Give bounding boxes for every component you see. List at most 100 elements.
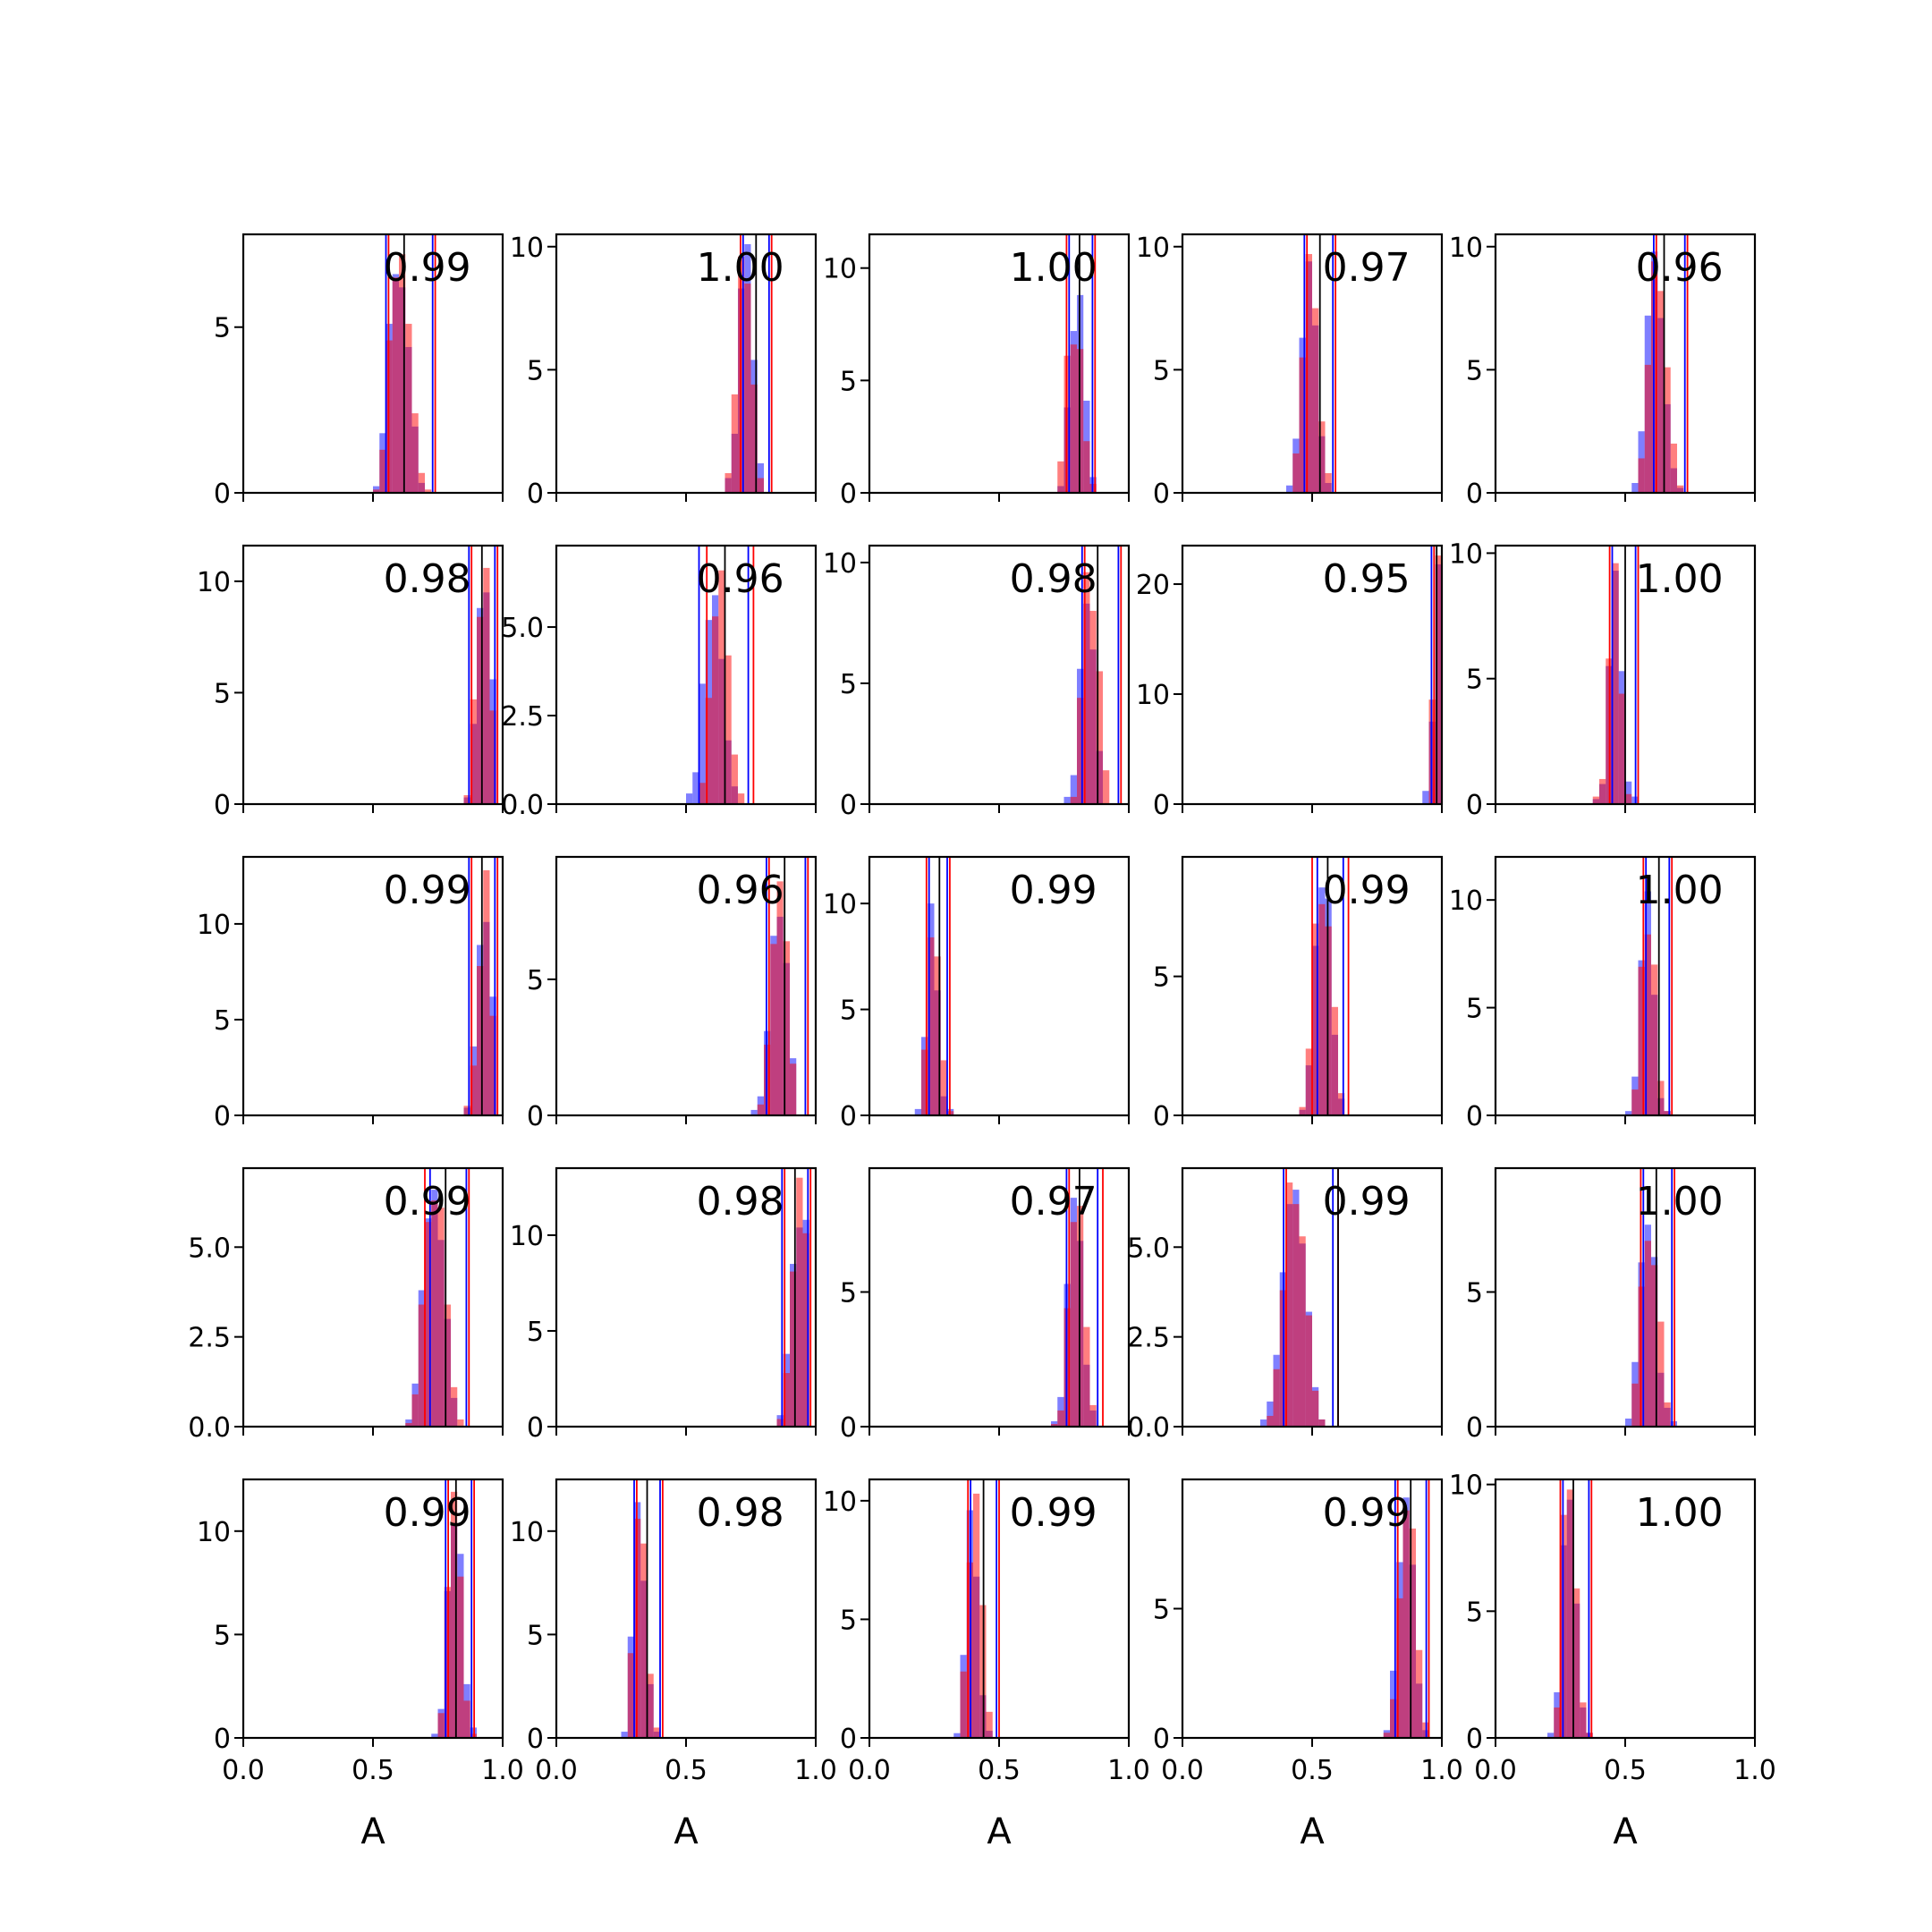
red-histogram-bar <box>712 616 719 804</box>
red-histogram-bar <box>425 489 432 493</box>
red-histogram-bar <box>457 1419 464 1427</box>
red-histogram-bar <box>405 1422 412 1427</box>
red-histogram-bar <box>718 570 725 804</box>
blue-histogram-bar <box>1260 1419 1267 1427</box>
blue-histogram-bar <box>1422 791 1429 804</box>
red-histogram-bar <box>1089 1404 1097 1427</box>
red-histogram-bar <box>973 1493 980 1738</box>
annotation-label: 0.99 <box>384 245 471 291</box>
red-histogram-bar <box>1051 1423 1058 1427</box>
x-tick-label: 0.0 <box>1474 1755 1517 1786</box>
y-tick-label: 5 <box>840 1605 857 1636</box>
y-tick-label: 5 <box>214 678 231 709</box>
red-histogram-bar <box>1416 1649 1423 1738</box>
subplot-plot-area <box>724 234 773 493</box>
subplot-plot-area <box>1383 1479 1430 1738</box>
subplot-4-1: 0 5 10 0.0 0.5 1.0 A 0.98 <box>510 1478 837 1852</box>
y-tick-label: 10 <box>823 254 857 285</box>
red-histogram-bar <box>463 1106 470 1115</box>
red-histogram-bar <box>1312 308 1319 493</box>
annotation-label: 0.99 <box>384 1179 471 1224</box>
y-tick-label: 0 <box>527 1101 544 1132</box>
x-tick-label: 1.0 <box>481 1755 524 1786</box>
y-tick-label: 0 <box>527 479 544 510</box>
y-tick-label: 0 <box>214 479 231 510</box>
red-histogram-bar <box>802 1233 809 1427</box>
red-histogram-bar <box>483 567 490 804</box>
subplot-1-3: 0 10 20 0.95 <box>1136 544 1444 821</box>
red-histogram-bar <box>1664 1402 1671 1427</box>
blue-histogram-bar <box>1286 485 1293 493</box>
x-axis-label: A <box>987 1811 1012 1852</box>
annotation-label: 0.99 <box>1010 1490 1097 1536</box>
red-histogram-bar <box>1592 796 1599 804</box>
y-tick-label: 0 <box>1466 1724 1483 1755</box>
y-tick-label: 10 <box>197 1517 231 1548</box>
red-histogram-bar <box>1677 485 1684 493</box>
red-histogram-bar <box>653 1727 660 1738</box>
red-histogram-bar <box>1070 1222 1077 1427</box>
y-tick-label: 0.0 <box>188 1412 231 1444</box>
subplot-3-4: 051.00 <box>1466 1166 1757 1444</box>
red-histogram-bar <box>1657 1321 1665 1427</box>
red-histogram-bar <box>1631 1383 1639 1427</box>
red-histogram-bar <box>796 1177 803 1427</box>
subplot-4-4: 0 5 10 0.0 0.5 1.0 A 1.00 <box>1449 1470 1776 1852</box>
blue-histogram-bar <box>431 1733 438 1738</box>
red-histogram-bar <box>463 795 470 804</box>
x-tick-label: 0.0 <box>1161 1755 1204 1786</box>
x-tick-label: 0.5 <box>352 1755 394 1786</box>
red-histogram-bar <box>1664 367 1671 493</box>
red-histogram-bar <box>699 783 706 804</box>
subplot-2-0: 0 5 10 0.99 <box>197 855 504 1132</box>
red-histogram-bar <box>1644 364 1651 493</box>
y-tick-label: 0 <box>1153 479 1170 510</box>
y-tick-label: 5 <box>1153 1595 1170 1626</box>
red-histogram-bar <box>783 941 790 1115</box>
red-histogram-bar <box>1402 1510 1410 1738</box>
y-tick-label: 10 <box>197 567 231 598</box>
y-tick-label: 0 <box>1466 790 1483 821</box>
red-histogram-bar <box>1292 1204 1300 1427</box>
y-tick-label: 5 <box>527 965 544 996</box>
red-histogram-bar <box>451 1491 458 1738</box>
red-histogram-bar <box>373 489 380 493</box>
x-tick-label: 0.0 <box>222 1755 265 1786</box>
subplot-0-0: 050.99 <box>214 233 504 510</box>
red-histogram-bar <box>1305 1315 1312 1427</box>
y-tick-label: 5 <box>1466 1597 1483 1628</box>
annotation-label: 0.96 <box>1636 245 1724 291</box>
blue-histogram-bar <box>953 1733 961 1738</box>
red-histogram-bar <box>1318 903 1326 1115</box>
red-histogram-bar <box>425 1222 432 1427</box>
red-histogram-bar <box>483 869 490 1115</box>
red-histogram-bar <box>411 1394 419 1427</box>
subplot-0-4: 0 5 10 0.96 <box>1449 233 1757 510</box>
red-histogram-bar <box>1651 964 1658 1115</box>
subplot-0-3: 0 5 10 0.97 <box>1136 233 1444 510</box>
annotation-label: 0.99 <box>384 1490 471 1536</box>
subplot-plot-area <box>1057 234 1097 493</box>
y-tick-label: 0 <box>1466 1101 1483 1132</box>
red-histogram-bar <box>1305 1048 1312 1115</box>
subplot-plot-area <box>1299 857 1350 1115</box>
annotation-label: 1.00 <box>1636 556 1724 602</box>
x-axis-label: A <box>1300 1811 1325 1852</box>
red-histogram-bar <box>1573 1588 1580 1738</box>
subplot-1-4: 0 5 10 1.00 <box>1449 538 1757 821</box>
subplot-3-2: 050.97 <box>840 1166 1131 1444</box>
blue-histogram-bar <box>699 683 706 804</box>
annotation-label: 1.00 <box>1636 868 1724 913</box>
blue-histogram-bar <box>692 772 699 804</box>
subplot-plot-area <box>463 857 499 1115</box>
annotation-label: 1.00 <box>1010 245 1097 291</box>
y-tick-label: 5 <box>1466 665 1483 696</box>
subplot-plot-area <box>1592 546 1640 804</box>
annotation-label: 0.99 <box>1323 1179 1411 1224</box>
subplot-2-3: 050.99 <box>1153 855 1444 1132</box>
x-tick-label: 1.0 <box>1107 1755 1150 1786</box>
red-histogram-bar <box>1638 458 1645 493</box>
y-tick-label: 2.5 <box>501 701 544 733</box>
subplot-2-2: 0 5 10 0.99 <box>823 855 1131 1132</box>
